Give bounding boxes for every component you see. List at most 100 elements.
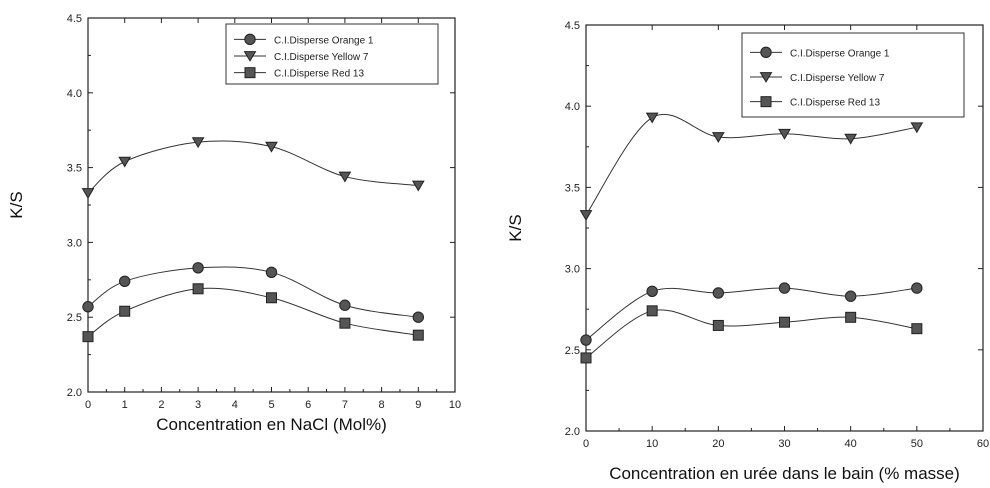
data-point (712, 319, 724, 331)
legend-marker (760, 46, 772, 59)
x-tick-label: 50 (911, 438, 923, 450)
x-tick-label: 60 (977, 438, 989, 450)
y-axis-label: K/S (7, 191, 26, 218)
y-tick-label: 4.5 (67, 13, 82, 25)
data-point (192, 283, 204, 295)
x-tick-label: 0 (85, 399, 91, 411)
series-line (87, 266, 419, 318)
x-tick-label: 20 (712, 438, 724, 450)
legend-marker (759, 72, 773, 83)
data-point (579, 210, 593, 221)
data-point (844, 290, 857, 302)
x-tick-label: 0 (583, 438, 589, 450)
legend-box (225, 23, 439, 85)
y-axis-label: K/S (506, 214, 525, 241)
y-tick-label: 2.0 (67, 387, 82, 399)
data-point (412, 329, 424, 341)
data-point (119, 305, 131, 317)
y-tick-label: 4.0 (565, 101, 580, 113)
series-2 (81, 137, 425, 199)
chart-1: 0 1 2 3 4 5 6 7 8 9 10 2.0 2.5 3.0 3.5 4.0 4.5 Concentrat… (7, 13, 461, 434)
data-point (411, 180, 425, 192)
x-tick-label: 4 (232, 399, 238, 411)
x-tick-label: 10 (449, 399, 461, 411)
data-point (81, 188, 95, 199)
data-point (646, 285, 658, 298)
x-tick-label: 7 (342, 399, 348, 411)
data-point (712, 287, 725, 299)
data-point (192, 262, 204, 274)
x-tick-label: 40 (845, 438, 857, 450)
legend-label: C.I.Disperse Orange 1 (790, 48, 890, 59)
data-point (339, 317, 351, 329)
legend-marker (760, 96, 772, 108)
legend-label: C.I.Disperse Red 13 (790, 98, 880, 109)
x-axis-label: Concentration en urée dans le bain (% ma… (609, 464, 960, 483)
data-point (338, 171, 352, 183)
series-2 (579, 112, 924, 221)
legend-marker (243, 51, 257, 62)
data-point (82, 301, 94, 313)
data-point (412, 311, 424, 323)
data-point (82, 331, 94, 343)
y-tick-label: 3.5 (67, 163, 82, 175)
series-line (585, 113, 917, 216)
series-line (585, 309, 917, 359)
series-line (87, 287, 419, 338)
legend-box (741, 32, 965, 118)
data-point (845, 311, 857, 323)
legend-label: C.I.Disperse Red 13 (274, 69, 364, 80)
legend-marker (244, 67, 256, 79)
series-1 (580, 282, 923, 346)
series-1 (82, 262, 424, 323)
data-point (711, 132, 725, 143)
data-point (580, 352, 592, 364)
y-tick-label: 4.5 (565, 20, 580, 32)
x-tick-label: 3 (195, 399, 201, 411)
x-tick-label: 10 (646, 438, 658, 450)
legend-label: C.I.Disperse Yellow 7 (790, 73, 885, 84)
data-point (779, 316, 790, 328)
data-point (191, 137, 205, 149)
legend: C.I.Disperse Orange 1 C.I.Disperse Yellow… (741, 32, 965, 118)
y-tick-label: 3.0 (565, 264, 580, 276)
y-tick-label: 4.0 (67, 88, 82, 100)
series-3 (580, 305, 923, 364)
data-point (911, 282, 923, 294)
data-point (265, 141, 278, 153)
x-tick-label: 9 (415, 399, 421, 411)
data-point (910, 122, 924, 134)
y-tick-label: 2.0 (565, 426, 580, 438)
data-point (118, 156, 132, 168)
legend-label: C.I.Disperse Yellow 7 (274, 52, 369, 63)
data-point (778, 128, 791, 140)
y-tick-label: 2.5 (565, 345, 580, 357)
data-point (580, 334, 592, 346)
legend: C.I.Disperse Orange 1 C.I.Disperse Yellow… (225, 23, 439, 85)
series-line (585, 287, 917, 341)
x-tick-label: 30 (778, 438, 790, 450)
series-3 (82, 283, 424, 343)
chart-2: 0 10 20 30 40 50 60 2.0 2.5 3.0 3.5 4.0 4.5 Concentra… (506, 20, 989, 483)
x-axis-label: Concentration en NaCl (Mol%) (156, 415, 387, 434)
data-point (844, 133, 858, 145)
data-point (266, 292, 277, 304)
x-tick-label: 6 (305, 399, 311, 411)
x-tick-label: 1 (122, 399, 128, 411)
data-point (119, 275, 131, 287)
legend-marker (244, 33, 256, 46)
y-tick-label: 3.5 (565, 182, 580, 194)
data-point (645, 112, 659, 124)
y-tick-label: 2.5 (67, 312, 82, 324)
data-point (911, 323, 923, 335)
data-point (778, 282, 791, 294)
x-tick-label: 8 (379, 399, 385, 411)
series-line (87, 140, 419, 194)
data-point (646, 305, 658, 317)
x-tick-label: 5 (268, 399, 274, 411)
y-tick-label: 3.0 (67, 237, 82, 249)
x-tick-label: 2 (158, 399, 164, 411)
data-point (339, 299, 351, 311)
legend-label: C.I.Disperse Orange 1 (274, 35, 374, 46)
